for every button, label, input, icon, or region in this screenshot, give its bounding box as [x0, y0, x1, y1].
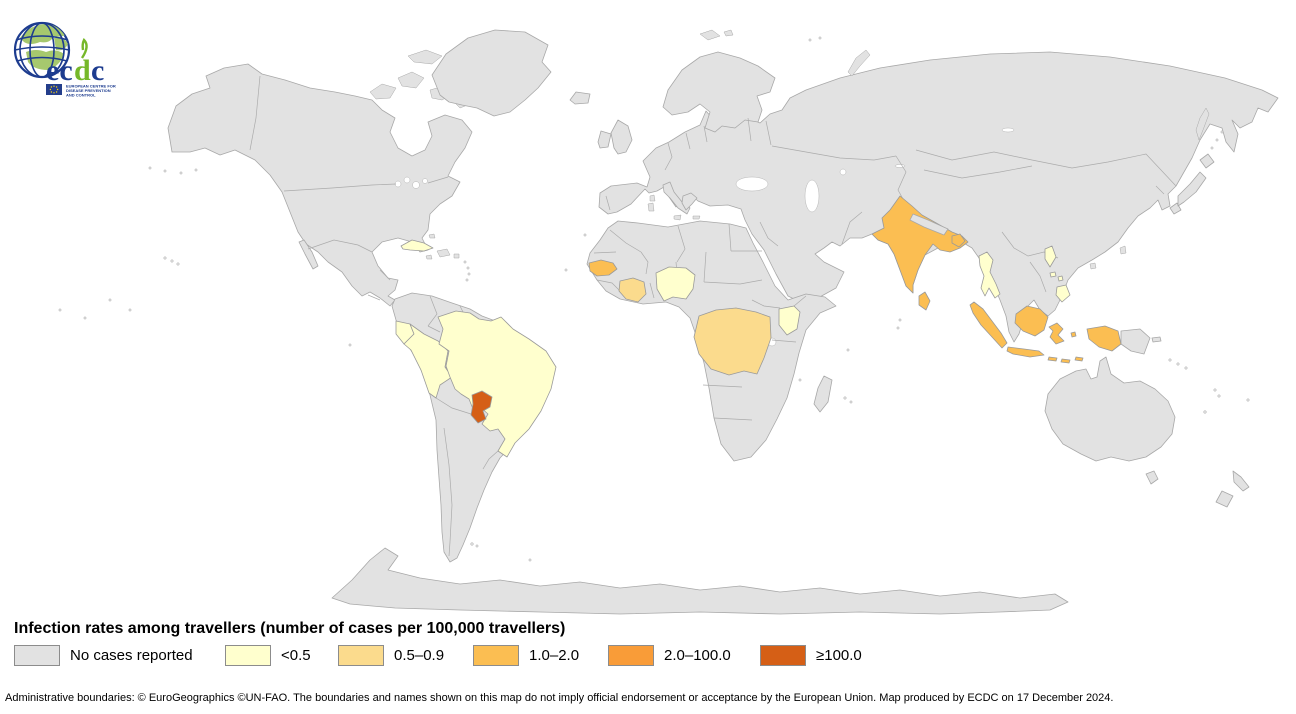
madagascar — [813, 375, 833, 413]
legend-swatch-lt-0-5 — [225, 644, 271, 666]
australia — [1044, 356, 1176, 462]
legend-item-1-0-2-0: 1.0–2.0 — [473, 644, 579, 666]
legend-item-lt-0-5: <0.5 — [225, 644, 311, 666]
globe-icon — [13, 21, 71, 79]
svg-text:EUROPEAN CENTRE FOR: EUROPEAN CENTRE FOR — [66, 84, 116, 89]
country-kenya — [778, 305, 801, 336]
ecdc-org-name: EUROPEAN CENTRE FOR DISEASE PREVENTION A… — [66, 84, 116, 98]
japan — [1169, 153, 1215, 215]
legend-swatch-no-cases — [14, 644, 60, 666]
caribbean-islands — [425, 233, 460, 260]
country-brazil — [437, 310, 557, 458]
country-india — [871, 195, 969, 294]
country-drc — [693, 307, 772, 376]
map-attribution: Administrative boundaries: © EuroGeograp… — [5, 692, 1114, 704]
ecdc-leaf-curl — [80, 37, 88, 59]
new-zealand — [1215, 470, 1250, 508]
novaya-zemlya-svalbard — [699, 29, 871, 77]
country-cote-divoire — [618, 277, 647, 303]
country-cuba — [400, 239, 434, 252]
legend-label: No cases reported — [70, 646, 193, 664]
legend-swatch-1-0-2-0 — [473, 644, 519, 666]
legend-title: Infection rates among travellers (number… — [14, 620, 566, 637]
ireland — [597, 130, 612, 149]
legend-label: ≥100.0 — [816, 646, 862, 664]
lakes — [394, 127, 1015, 347]
greece — [681, 192, 698, 211]
country-indonesia — [969, 301, 1122, 364]
nepal-bhutan — [909, 213, 949, 236]
antarctica — [331, 547, 1069, 615]
legend-label: 1.0–2.0 — [529, 646, 580, 664]
ecdc-letter-c: c — [91, 54, 104, 87]
svg-text:DISEASE PREVENTION: DISEASE PREVENTION — [66, 88, 111, 93]
north-america — [167, 63, 473, 307]
taiwan-hainan — [1089, 245, 1127, 270]
scandinavia — [662, 51, 776, 133]
greenland — [431, 29, 552, 117]
ecdc-logo: ec d c EUROPEAN CENTRE FOR DISEASE PREVE… — [10, 8, 130, 100]
great-britain — [610, 119, 633, 155]
tasmania — [1145, 470, 1159, 485]
papua-new-guinea — [1120, 328, 1162, 355]
world-map — [58, 29, 1279, 615]
country-sri-lanka — [918, 291, 931, 311]
country-senegal — [588, 259, 618, 277]
country-paraguay — [470, 390, 493, 424]
highlighted-countries — [395, 195, 1122, 458]
sakhalin — [1195, 107, 1210, 141]
eu-flag-icon — [46, 84, 62, 95]
ecdc-letters-ec: ec — [46, 54, 73, 87]
legend-swatch-0-5-0-9 — [338, 644, 384, 666]
small-islands — [58, 36, 1250, 562]
legend-item-gte-100: ≥100.0 — [760, 644, 862, 666]
country-nigeria — [655, 266, 696, 302]
country-philippines — [1044, 245, 1071, 303]
country-thailand — [978, 251, 1001, 299]
baja-california — [298, 239, 319, 270]
legend-item-2-0-100: 2.0–100.0 — [608, 644, 731, 666]
country-bangladesh — [951, 233, 966, 248]
legend-item-no-cases: No cases reported — [14, 644, 193, 666]
italy — [662, 181, 691, 215]
iceland — [569, 91, 591, 105]
legend-label: 0.5–0.9 — [394, 646, 445, 664]
legend-label: 2.0–100.0 — [664, 646, 731, 664]
legend-label: <0.5 — [281, 646, 311, 664]
legend-swatch-gte-100 — [760, 644, 806, 666]
legend-item-0-5-0-9: 0.5–0.9 — [338, 644, 444, 666]
ecdc-letter-d: d — [74, 54, 91, 87]
sicily-sardinia-corsica — [647, 194, 701, 221]
svg-text:AND CONTROL: AND CONTROL — [66, 93, 96, 98]
legend-swatch-2-0-100 — [608, 644, 654, 666]
ecdc-wordmark: ec d c — [46, 37, 104, 87]
